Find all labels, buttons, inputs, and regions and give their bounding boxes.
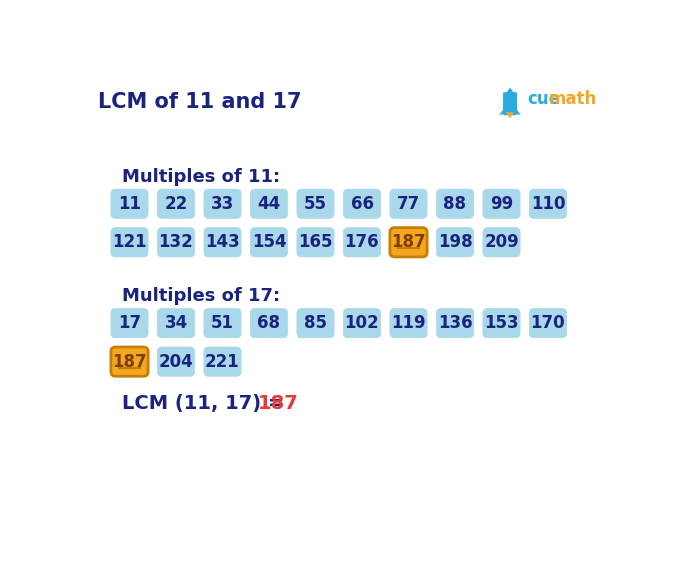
Text: 187: 187 — [112, 353, 147, 370]
FancyBboxPatch shape — [157, 189, 195, 218]
FancyBboxPatch shape — [530, 189, 566, 218]
FancyBboxPatch shape — [204, 309, 241, 338]
Text: 34: 34 — [165, 314, 188, 332]
FancyBboxPatch shape — [157, 309, 195, 338]
Text: 119: 119 — [391, 314, 426, 332]
Text: 11: 11 — [118, 195, 141, 213]
FancyBboxPatch shape — [503, 92, 517, 115]
Text: 170: 170 — [531, 314, 565, 332]
FancyBboxPatch shape — [297, 189, 334, 218]
Text: 55: 55 — [304, 195, 327, 213]
FancyBboxPatch shape — [204, 347, 241, 376]
Text: Multiples of 11:: Multiples of 11: — [122, 168, 280, 186]
Text: 33: 33 — [211, 195, 234, 213]
Text: 22: 22 — [165, 195, 188, 213]
Text: 85: 85 — [304, 314, 327, 332]
FancyBboxPatch shape — [390, 189, 427, 218]
FancyBboxPatch shape — [297, 228, 334, 257]
Text: 204: 204 — [158, 353, 193, 370]
Text: 17: 17 — [118, 314, 141, 332]
Text: Multiples of 17:: Multiples of 17: — [122, 287, 280, 305]
FancyBboxPatch shape — [483, 309, 520, 338]
Text: 187: 187 — [391, 233, 426, 251]
Text: cue: cue — [527, 90, 560, 108]
Text: 221: 221 — [205, 353, 240, 370]
Text: 110: 110 — [531, 195, 565, 213]
Polygon shape — [499, 108, 505, 115]
Text: 88: 88 — [443, 195, 466, 213]
FancyBboxPatch shape — [250, 309, 288, 338]
Text: 66: 66 — [350, 195, 373, 213]
Text: 153: 153 — [484, 314, 518, 332]
FancyBboxPatch shape — [436, 309, 473, 338]
Text: 176: 176 — [345, 233, 379, 251]
Text: 44: 44 — [257, 195, 281, 213]
Text: 102: 102 — [345, 314, 379, 332]
Text: 99: 99 — [490, 195, 513, 213]
Text: 187: 187 — [257, 395, 298, 413]
FancyBboxPatch shape — [111, 189, 148, 218]
FancyBboxPatch shape — [483, 228, 520, 257]
Text: 198: 198 — [438, 233, 473, 251]
FancyBboxPatch shape — [390, 228, 427, 257]
FancyBboxPatch shape — [204, 228, 241, 257]
FancyBboxPatch shape — [111, 347, 148, 376]
Text: 165: 165 — [298, 233, 333, 251]
FancyBboxPatch shape — [483, 189, 520, 218]
Text: 154: 154 — [252, 233, 286, 251]
Polygon shape — [516, 108, 521, 115]
FancyBboxPatch shape — [157, 228, 195, 257]
FancyBboxPatch shape — [204, 189, 241, 218]
FancyBboxPatch shape — [343, 309, 381, 338]
Text: 136: 136 — [438, 314, 473, 332]
Text: 143: 143 — [205, 233, 240, 251]
FancyBboxPatch shape — [530, 309, 566, 338]
FancyBboxPatch shape — [250, 189, 288, 218]
FancyBboxPatch shape — [157, 347, 195, 376]
Text: LCM of 11 and 17: LCM of 11 and 17 — [99, 92, 302, 112]
FancyBboxPatch shape — [343, 189, 381, 218]
FancyBboxPatch shape — [111, 309, 148, 338]
FancyBboxPatch shape — [297, 309, 334, 338]
FancyBboxPatch shape — [436, 189, 473, 218]
Text: 209: 209 — [484, 233, 519, 251]
Text: 51: 51 — [211, 314, 234, 332]
FancyBboxPatch shape — [111, 228, 148, 257]
FancyBboxPatch shape — [343, 228, 381, 257]
FancyBboxPatch shape — [250, 228, 288, 257]
Text: 77: 77 — [397, 195, 420, 213]
Text: 121: 121 — [112, 233, 147, 251]
Polygon shape — [505, 88, 516, 95]
Polygon shape — [506, 112, 514, 118]
Text: math: math — [549, 90, 597, 108]
FancyBboxPatch shape — [390, 309, 427, 338]
Text: LCM (11, 17) =: LCM (11, 17) = — [122, 395, 291, 413]
FancyBboxPatch shape — [436, 228, 473, 257]
Text: 132: 132 — [158, 233, 193, 251]
Text: 68: 68 — [258, 314, 281, 332]
